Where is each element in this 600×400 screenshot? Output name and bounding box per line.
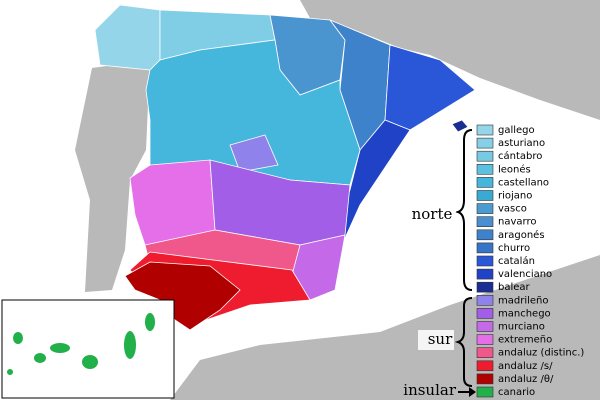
group-label: norte: [412, 205, 453, 223]
legend-swatch: [476, 177, 494, 188]
legend-swatch: [476, 190, 494, 201]
region: [145, 39, 361, 186]
legend-label: aragonés: [498, 229, 545, 241]
region: [384, 44, 476, 131]
brace-norte: [454, 129, 473, 291]
legend-label: andaluz /s/: [498, 361, 553, 372]
legend-label: churro: [498, 243, 530, 254]
legend-label: vasco: [498, 204, 527, 215]
brace-sur: [454, 297, 473, 387]
arrow-head: [469, 387, 476, 397]
legend-label: balear: [498, 282, 531, 293]
legend-label: castellano: [498, 177, 549, 188]
legend-label: murciano: [498, 322, 545, 333]
legend-swatch: [476, 124, 494, 136]
legend-swatch: [476, 203, 494, 214]
region: [451, 119, 469, 133]
legend-label: andaluz (distinc.): [498, 348, 584, 359]
legend-swatch: [476, 255, 494, 267]
legend-swatch: [476, 373, 494, 385]
legend-label: canario: [498, 387, 535, 398]
legend-label: madrileño: [498, 295, 549, 306]
legend-swatch: [476, 281, 494, 293]
legend-swatch: [476, 137, 494, 149]
legend-swatch: [476, 386, 494, 398]
legend-label: extremeño: [498, 335, 552, 346]
legend-label: andaluz /θ/: [498, 374, 554, 385]
spain: [94, 4, 476, 331]
legend-swatch: [476, 268, 494, 280]
legend-swatch: [476, 334, 494, 345]
braces: [454, 129, 473, 393]
legend-swatch: [476, 360, 494, 372]
islands: [7, 313, 155, 375]
group-label: sur: [428, 330, 453, 348]
label-bg: [418, 330, 454, 350]
group-label: insular: [403, 381, 457, 399]
legend-swatch: [476, 242, 494, 254]
legend-label: leonés: [498, 163, 531, 175]
canary-inset: [1, 299, 175, 399]
legend-swatch: [476, 321, 494, 332]
legend-label: manchego: [498, 308, 551, 319]
legend-swatch: [476, 308, 494, 319]
legend-label: catalán: [498, 255, 535, 267]
label-bg: [404, 205, 456, 225]
region: [129, 159, 216, 246]
region: [229, 134, 279, 173]
legend-label: navarro: [498, 217, 536, 228]
legend-swatch: [476, 150, 494, 162]
legend-label: valenciano: [498, 269, 552, 280]
legend-swatch: [476, 216, 494, 227]
legend-swatch: [476, 164, 494, 175]
legend-swatch: [476, 229, 494, 241]
legend-swatch: [476, 294, 494, 306]
legend-label: riojano: [498, 191, 532, 202]
legend-label: cántabro: [498, 150, 542, 162]
legend-swatch: [476, 347, 494, 359]
region: [124, 261, 241, 331]
france: [300, 0, 600, 120]
inset-frame: [1, 299, 175, 399]
portugal: [75, 60, 150, 292]
legend-label: asturiano: [498, 138, 545, 149]
legend-label: gallego: [498, 125, 535, 136]
